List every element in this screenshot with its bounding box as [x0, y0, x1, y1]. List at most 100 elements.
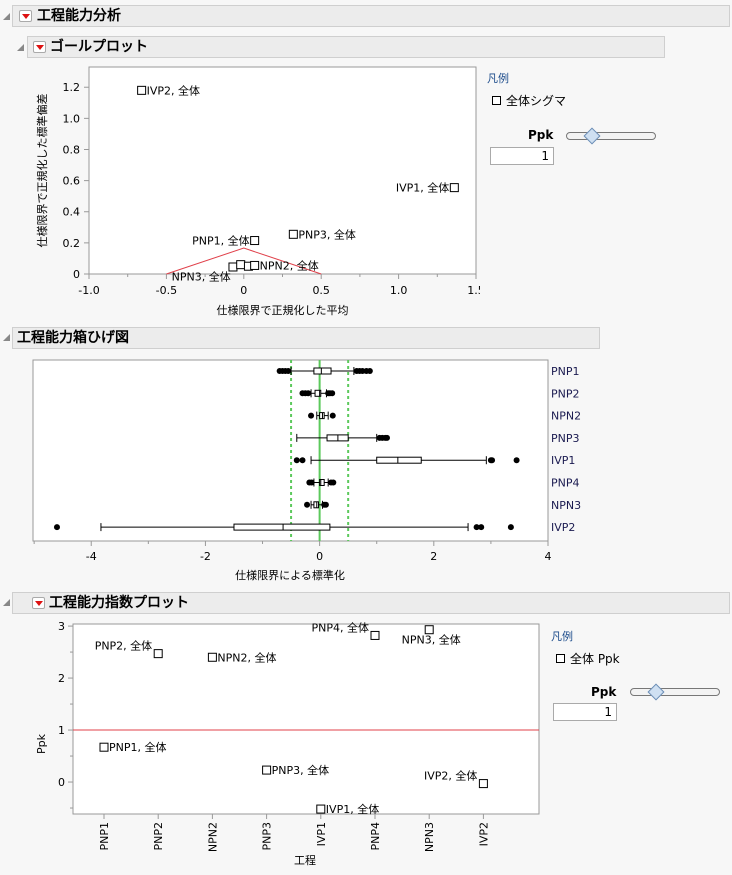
point-label: IVP1, 全体 [396, 181, 449, 195]
disclosure-icon[interactable] [3, 599, 10, 606]
goal-legend-item[interactable]: 全体シグマ [506, 94, 567, 108]
outlier-point [322, 501, 329, 508]
y-axis-label: 仕様限界で正規化した標準偏差 [35, 94, 49, 248]
outlier-point [305, 390, 312, 397]
category-label: IVP2 [551, 521, 575, 534]
x-tick-label: -1.0 [78, 284, 99, 297]
x-tick-label: 0.5 [312, 284, 330, 297]
data-point [250, 260, 260, 270]
x-axis-label: 仕様限界で正規化した平均 [217, 303, 349, 317]
point-label: PNP3, 全体 [272, 763, 330, 777]
y-tick-label: 3 [58, 620, 65, 633]
goal-plot-title: ゴールプロット [50, 39, 148, 55]
index-plot-title: 工程能力指数プロット [49, 595, 189, 611]
red-menu-icon[interactable] [19, 10, 32, 22]
ppk-reference-line [166, 247, 322, 275]
y-tick-label: 0 [73, 268, 80, 281]
category-label: PNP4 [551, 477, 580, 490]
y-tick-label: 0.2 [63, 237, 81, 250]
red-menu-icon[interactable] [32, 597, 45, 609]
point-label: IVP1, 全体 [326, 802, 379, 816]
index-plot-header: 工程能力指数プロット [12, 592, 730, 614]
square-marker-icon [556, 654, 565, 663]
y-tick-label: 1.0 [63, 112, 81, 125]
point-label: NPN3, 全体 [402, 633, 461, 647]
box [319, 479, 325, 486]
point-label: IVP2, 全体 [424, 769, 477, 783]
x-tick-label: PNP4 [369, 822, 382, 851]
x-tick-label: 0 [316, 550, 323, 563]
point-label: NPN2, 全体 [260, 258, 319, 272]
outlier-point [507, 524, 514, 531]
category-label: PNP2 [551, 387, 580, 400]
index-ppk-input[interactable]: 1 [553, 703, 617, 721]
x-tick-label: NPN3 [423, 822, 436, 852]
disclosure-icon[interactable] [17, 44, 24, 51]
outlier-point [329, 390, 336, 397]
point-label: PNP2, 全体 [95, 639, 153, 653]
outlier-point [308, 412, 315, 419]
point-label: NPN3, 全体 [172, 270, 231, 284]
category-label: NPN3 [551, 499, 581, 512]
plot-frame [72, 623, 540, 815]
data-point [137, 85, 147, 95]
data-point [316, 804, 326, 814]
y-tick-label: 0.8 [63, 143, 81, 156]
category-label: PNP3 [551, 432, 580, 445]
x-tick-label: -0.5 [156, 284, 177, 297]
box-plot-title: 工程能力箱ひげ図 [17, 330, 129, 346]
box-plot-chart: -4 -2 0 2 4 仕様限界による標準化 PNP1 PNP2 NPN2 PNP3 IVP1 PNP… [32, 359, 581, 582]
index-plot-chart: 0 1 2 3 Ppk PNP1 PNP1, 全体 PNP2 PNP2, 全体 NPN2 NPN2,… [35, 620, 540, 867]
goal-ppk-slider[interactable] [566, 132, 656, 140]
box [319, 412, 325, 420]
disclosure-icon[interactable] [3, 13, 10, 20]
point-label: PNP4, 全体 [312, 620, 370, 634]
slider-thumb[interactable] [583, 127, 601, 145]
index-legend-item[interactable]: 全体 Ppk [570, 652, 620, 666]
report-header: 工程能力分析 [12, 5, 730, 27]
data-point [288, 229, 298, 239]
y-tick-label: 1 [58, 724, 65, 737]
square-marker-icon [492, 96, 501, 105]
plot-frame [88, 66, 477, 275]
category-label: PNP1 [551, 365, 580, 378]
data-point [424, 625, 434, 635]
outlier-point [53, 524, 60, 531]
box [313, 367, 332, 375]
index-ppk-slider[interactable] [630, 688, 720, 696]
outlier-point [308, 479, 315, 486]
outlier-point [293, 457, 300, 464]
box [376, 456, 422, 464]
outlier-point [330, 479, 337, 486]
outlier-point [383, 434, 390, 441]
data-point [262, 765, 272, 775]
category-label: IVP1 [551, 454, 575, 467]
outlier-point [285, 368, 292, 374]
y-tick-label: 0.4 [63, 206, 81, 219]
point-label: IVP2, 全体 [147, 83, 200, 97]
x-tick-label: -4 [86, 550, 97, 563]
slider-thumb[interactable] [647, 683, 665, 701]
data-point [99, 742, 109, 752]
x-tick-label: 0 [240, 284, 247, 297]
point-label: NPN2, 全体 [217, 650, 276, 664]
outlier-point [329, 412, 336, 419]
goal-ppk-input[interactable]: 1 [490, 147, 554, 165]
point-label: PNP1, 全体 [192, 234, 250, 248]
disclosure-icon[interactable] [3, 334, 10, 341]
y-tick-label: 0.6 [63, 175, 81, 188]
point-label: PNP3, 全体 [298, 227, 356, 241]
index-slider-label: Ppk [591, 685, 617, 699]
box [314, 389, 322, 397]
report-title: 工程能力分析 [37, 8, 121, 24]
x-tick-label: IVP1 [315, 822, 328, 846]
red-menu-icon[interactable] [33, 41, 46, 53]
x-tick-label: 2 [430, 550, 437, 563]
outlier-point [489, 457, 496, 464]
x-tick-label: -2 [200, 550, 211, 563]
outlier-point [513, 457, 520, 464]
outlier-point [366, 368, 373, 374]
y-axis-label: Ppk [35, 733, 48, 754]
goal-legend-title: 凡例 [487, 72, 509, 85]
outlier-point [478, 524, 485, 531]
